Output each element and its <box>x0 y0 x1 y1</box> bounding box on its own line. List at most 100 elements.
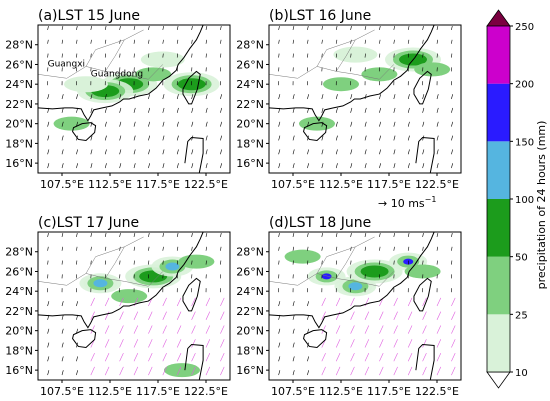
colorbar-tick-label: 10 <box>515 368 528 379</box>
wind-vector <box>422 232 424 238</box>
wind-vector <box>350 325 355 334</box>
wind-vector <box>176 260 179 265</box>
y-tick-label: 16°N <box>5 364 33 377</box>
wind-vector <box>47 301 50 307</box>
y-tick-label: 24°N <box>5 285 33 298</box>
wind-vector <box>148 325 153 334</box>
luzon-coast <box>415 136 435 173</box>
wind-vector <box>220 297 225 307</box>
wind-vector <box>407 107 410 113</box>
wind-vector <box>47 328 50 334</box>
wind-vector <box>451 339 456 348</box>
x-tick-label: 107.5°E <box>271 385 315 398</box>
wind-vector <box>76 53 78 58</box>
wind-vector <box>133 246 136 251</box>
wind-vector <box>321 149 324 155</box>
panel-frame <box>37 24 231 174</box>
province-border <box>104 246 125 279</box>
wind-vector <box>307 246 309 251</box>
wind-vector <box>364 325 370 334</box>
wind-vector <box>364 163 367 169</box>
wind-vector <box>278 370 281 376</box>
wind-vector <box>321 135 324 141</box>
reference-vector-label: → 10 ms−1 <box>378 195 436 210</box>
wind-vector <box>220 25 222 31</box>
wind-vector <box>61 121 64 127</box>
wind-vector <box>451 366 456 376</box>
wind-vector <box>133 163 136 169</box>
wind-vector <box>422 107 425 113</box>
wind-vector <box>364 366 370 376</box>
wind-vector <box>162 94 165 100</box>
wind-vector <box>205 325 211 334</box>
colorbar-band <box>487 26 510 84</box>
wind-vector <box>350 232 352 238</box>
wind-vector <box>133 25 136 31</box>
wind-vector <box>61 53 63 58</box>
wind-vector <box>451 149 453 155</box>
wind-vector <box>119 163 122 169</box>
wind-vector <box>335 149 338 155</box>
wind-vector <box>278 328 281 334</box>
wind-vector <box>205 246 208 251</box>
y-tick-label: 24°N <box>236 285 264 298</box>
wind-vector <box>364 39 367 44</box>
luzon-coast <box>415 343 435 380</box>
x-tick-label: 117.5°E <box>367 178 411 191</box>
wind-vector <box>393 53 395 58</box>
wind-vector <box>220 311 225 320</box>
wind-vector <box>393 352 398 362</box>
wind-vector <box>61 370 64 376</box>
wind-vector <box>119 311 124 320</box>
taiwan-island <box>182 70 201 105</box>
x-tick-label: 107.5°E <box>40 178 84 191</box>
map-area <box>38 232 225 380</box>
wind-vector <box>407 325 413 334</box>
wind-vector <box>162 339 167 348</box>
wind-vector <box>292 149 295 155</box>
wind-vector <box>436 260 438 265</box>
precip-blob <box>53 116 90 131</box>
wind-vector <box>47 342 50 348</box>
wind-vector <box>220 39 222 44</box>
colorbar-tick-label: 250 <box>515 22 534 33</box>
wind-vector <box>176 121 179 127</box>
wind-vector <box>61 301 64 307</box>
wind-vector <box>379 232 381 238</box>
coastline <box>269 232 435 329</box>
wind-vector <box>321 107 324 113</box>
wind-vector <box>451 260 453 265</box>
wind-vector <box>422 94 425 100</box>
wind-vector <box>335 107 338 113</box>
wind-vector <box>451 25 453 31</box>
wind-vector <box>321 297 326 307</box>
wind-vector <box>148 246 150 251</box>
wind-vector <box>90 246 92 251</box>
wind-vector <box>104 297 110 307</box>
wind-vector <box>47 121 50 127</box>
wind-vector <box>278 342 281 348</box>
wind-vector <box>104 39 107 44</box>
hainan-island <box>72 329 97 348</box>
wind-vector <box>321 246 323 251</box>
y-tick-label: 20°N <box>5 325 33 338</box>
x-tick-label: 112.5°E <box>88 178 132 191</box>
y-tick-label: 20°N <box>5 118 33 131</box>
wind-vector <box>335 163 338 169</box>
wind-vector <box>191 311 196 320</box>
wind-vector <box>292 53 294 58</box>
y-tick-label: 28°N <box>5 246 33 259</box>
coastline <box>269 25 435 122</box>
wind-vector <box>133 366 139 376</box>
precip-blob <box>164 363 200 378</box>
wind-vector <box>148 53 150 58</box>
wind-vector <box>321 39 323 44</box>
wind-vector <box>436 39 439 44</box>
wind-vector <box>47 246 49 251</box>
wind-vector <box>307 370 309 376</box>
wind-vector <box>205 366 211 376</box>
wind-vector <box>119 53 121 58</box>
colorbar-tick-label: 200 <box>515 80 534 91</box>
wind-vector <box>205 121 208 127</box>
